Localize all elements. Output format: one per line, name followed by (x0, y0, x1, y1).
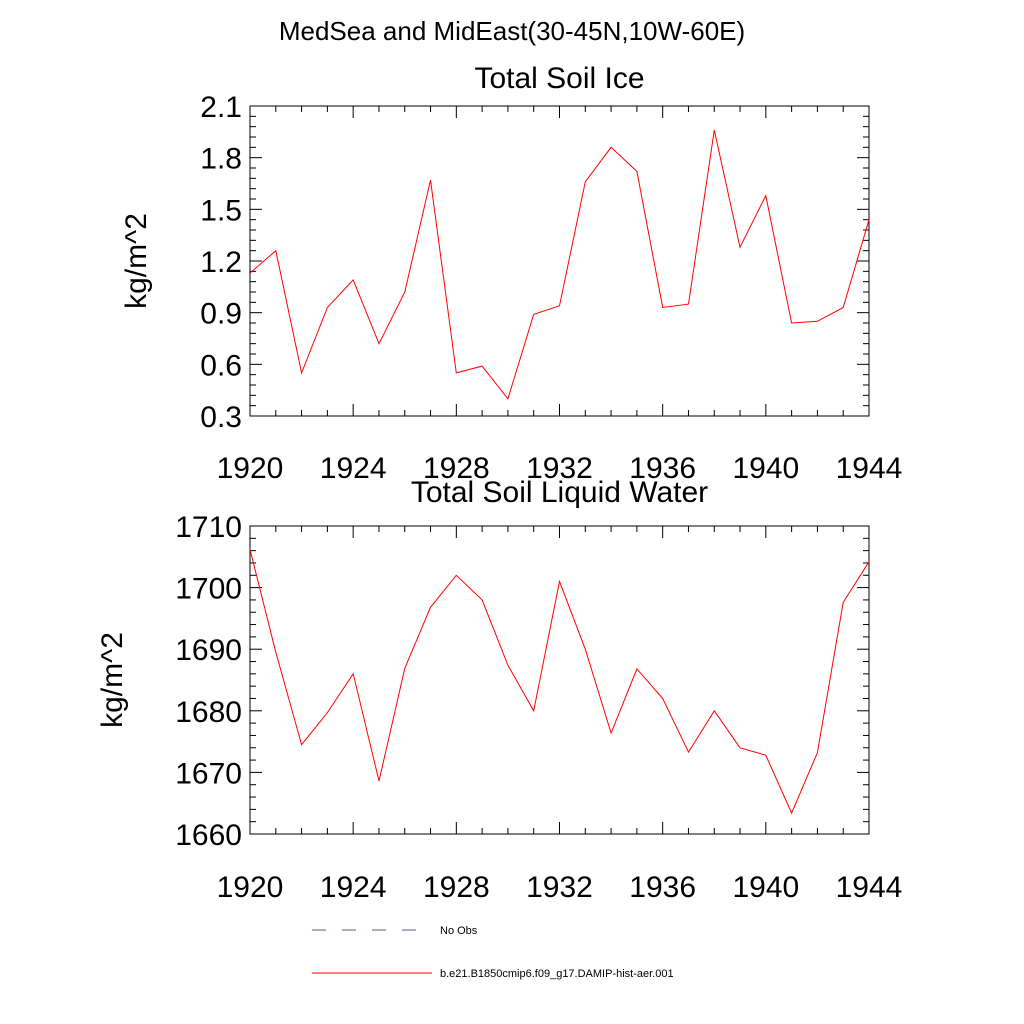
x-tick-label: 1944 (836, 871, 903, 904)
y-tick-label: 2.1 (200, 91, 242, 124)
series-line (249, 549, 870, 815)
x-tick-label: 1924 (320, 452, 387, 485)
y-tick-label: 0.9 (200, 298, 242, 331)
x-tick-label: 1936 (629, 452, 696, 485)
legend-no-obs-label: No Obs (440, 925, 478, 937)
y-tick-label: 1700 (175, 573, 242, 606)
x-tick-label: 1924 (320, 871, 387, 904)
legend-series-label: b.e21.B1850cmip6.f09_g17.DAMIP-hist-aer.… (440, 968, 674, 980)
y-axis-label: kg/m^2 (120, 213, 153, 309)
plot-frame (249, 525, 870, 835)
panel-title: Total Soil Liquid Water (411, 476, 708, 509)
y-tick-label: 0.6 (200, 349, 242, 382)
x-tick-label: 1932 (526, 452, 593, 485)
panel-title: Total Soil Ice (474, 62, 644, 95)
y-tick-label: 1680 (175, 696, 242, 729)
plot-frame (249, 105, 870, 417)
x-tick-label: 1940 (732, 871, 799, 904)
main-title: MedSea and MidEast(30-45N,10W-60E) (278, 16, 746, 46)
series-line (249, 129, 870, 400)
y-tick-label: 1710 (175, 511, 242, 544)
y-tick-label: 0.3 (200, 401, 242, 434)
x-tick-label: 1944 (836, 452, 903, 485)
y-tick-label: 1670 (175, 757, 242, 790)
x-tick-label: 1940 (732, 452, 799, 485)
y-tick-label: 1690 (175, 634, 242, 667)
legend: No Obs b.e21.B1850cmip6.f09_g17.DAMIP-hi… (312, 925, 674, 980)
x-tick-label: 1932 (526, 871, 593, 904)
x-tick-label: 1928 (423, 452, 490, 485)
soil-ice-panel: Total Soil Ice kg/m^2 1920 1924 1928 1932 1936… (120, 62, 902, 485)
y-tick-label: 1.8 (200, 143, 242, 176)
y-tick-label: 1660 (175, 819, 242, 852)
x-tick-label: 1920 (217, 452, 284, 485)
x-tick-label: 1920 (217, 871, 284, 904)
x-tick-label: 1936 (629, 871, 696, 904)
y-tick-label: 1.2 (200, 246, 242, 279)
y-tick-label: 1.5 (200, 194, 242, 227)
y-axis-label: kg/m^2 (96, 632, 129, 728)
x-tick-label: 1928 (423, 871, 490, 904)
soil-liquid-water-panel: Total Soil Liquid Water kg/m^2 1920 1924 192… (96, 476, 902, 904)
